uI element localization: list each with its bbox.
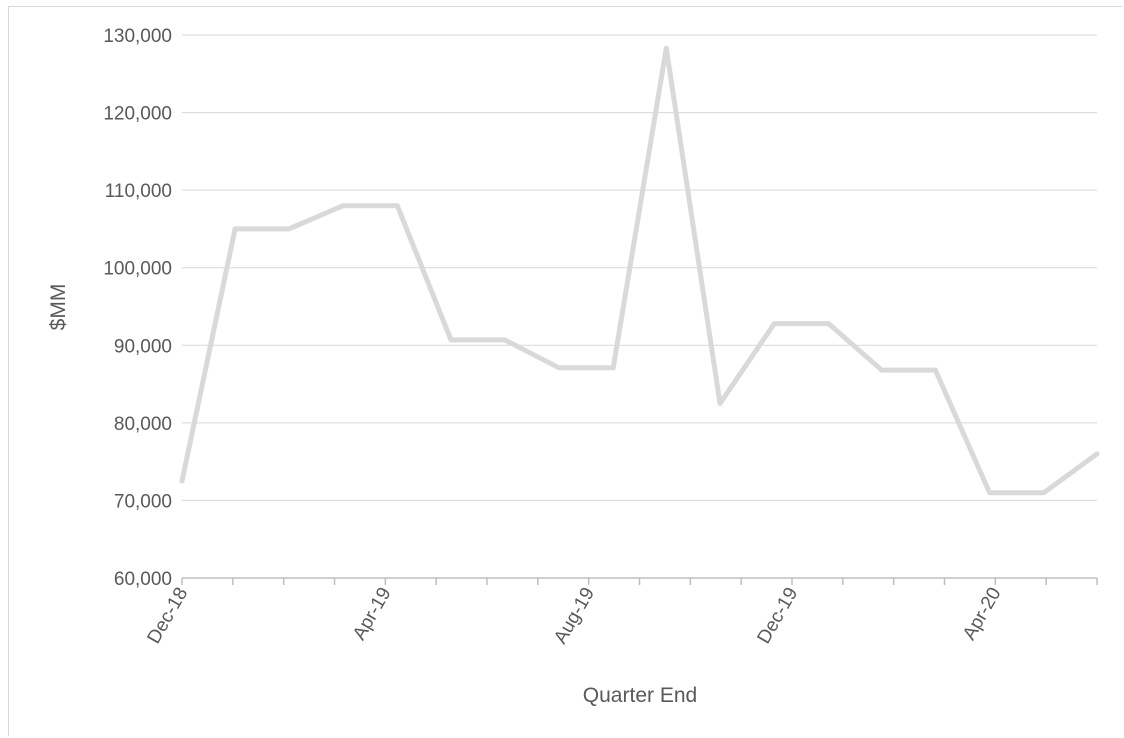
chart-frame bbox=[8, 6, 1122, 736]
series-line bbox=[179, 45, 1100, 496]
y-tick-label: 130,000 bbox=[103, 26, 172, 47]
x-tick-label: Dec-19 bbox=[754, 584, 803, 648]
x-tick-label: Dec-18 bbox=[144, 584, 193, 648]
x-tick-label: Aug-19 bbox=[550, 584, 599, 648]
y-tick-label: 70,000 bbox=[114, 491, 172, 512]
y-axis-ticks: 60,000 70,000 80,000 90,000 100,000 110,000 12… bbox=[103, 26, 172, 590]
y-tick-label: 80,000 bbox=[114, 414, 172, 435]
y-tick-label: 110,000 bbox=[105, 181, 172, 202]
y-axis-title: $MM bbox=[47, 284, 70, 331]
gridlines bbox=[182, 34, 1097, 501]
y-tick-label: 100,000 bbox=[103, 259, 172, 280]
x-axis-ticks: Dec-18Apr-19Aug-19Dec-19Apr-20Aug-20Dec-… bbox=[144, 578, 1098, 648]
y-tick-label: 90,000 bbox=[114, 336, 172, 357]
y-tick-label: 60,000 bbox=[114, 569, 172, 590]
x-axis-title: Quarter End bbox=[583, 684, 697, 707]
x-tick-label: Apr-20 bbox=[959, 584, 1006, 644]
y-tick-label: 120,000 bbox=[103, 104, 172, 125]
x-tick-label: Apr-19 bbox=[349, 584, 396, 644]
